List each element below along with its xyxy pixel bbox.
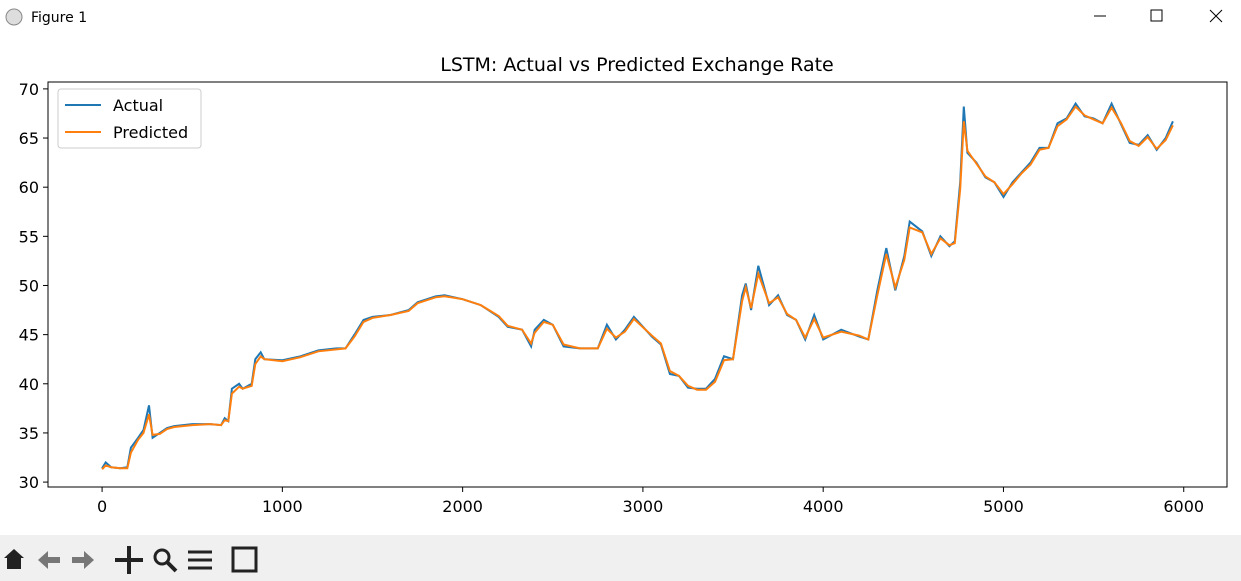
x-tick-label: 4000 (803, 497, 844, 516)
zoom-button[interactable] (153, 548, 171, 566)
pan-button[interactable] (115, 546, 143, 574)
y-tick-label: 35 (19, 424, 39, 443)
y-tick-label: 60 (19, 178, 39, 197)
x-tick-label: 1000 (262, 497, 303, 516)
figure (0, 35, 1241, 535)
series-line (101, 101, 1174, 470)
configure-button[interactable] (188, 550, 212, 570)
chart-title: LSTM: Actual vs Predicted Exchange Rate (440, 54, 834, 76)
forward-button[interactable] (72, 551, 94, 569)
axes-frame (47, 81, 1228, 488)
legend-box (57, 88, 202, 149)
home-button[interactable] (4, 549, 24, 569)
toolbar (4, 546, 258, 574)
legend-label: Actual (113, 96, 163, 115)
y-tick-label: 55 (19, 227, 39, 246)
y-tick-label: 50 (19, 276, 39, 295)
zoom-handle (165, 560, 178, 573)
maximize-button[interactable] (1150, 9, 1163, 22)
x-tick-label: 3000 (623, 497, 664, 516)
y-tick-label: 40 (19, 375, 39, 394)
legend-label: Predicted (113, 123, 188, 142)
y-tick-label: 65 (19, 129, 39, 148)
y-tick-label: 45 (19, 326, 39, 345)
close-button[interactable] (1209, 9, 1223, 23)
x-tick-label: 0 (97, 497, 107, 516)
back-button[interactable] (38, 551, 60, 569)
save-button[interactable] (231, 546, 258, 573)
title-bar (0, 0, 1241, 35)
series-line (101, 105, 1174, 470)
x-tick-label: 2000 (442, 497, 483, 516)
x-tick-label: 5000 (983, 497, 1024, 516)
x-tick-label: 6000 (1163, 497, 1204, 516)
window-title: Figure 1 (31, 10, 87, 26)
y-tick-label: 30 (19, 473, 39, 492)
app-icon (5, 8, 23, 26)
y-tick-label: 70 (19, 80, 39, 99)
